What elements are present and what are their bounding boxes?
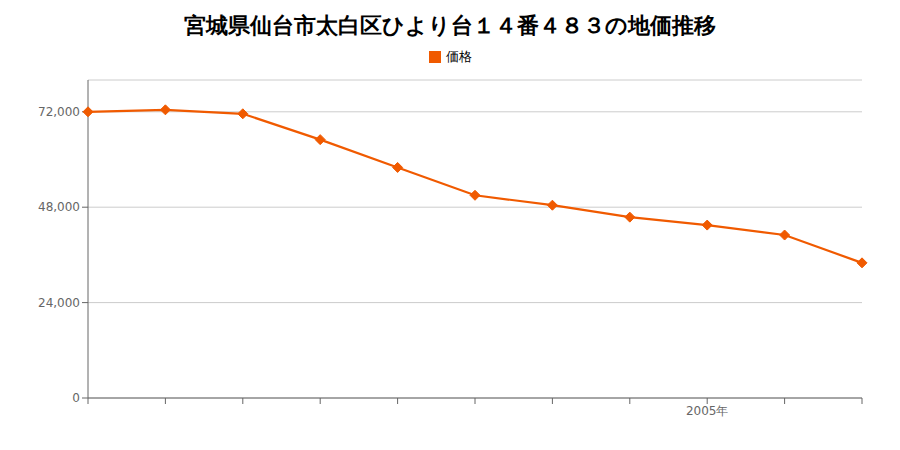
html-text:宮城県仙台市太白区ひより台１４番４８３の地価推移: 宮城県仙台市太白区ひより台１４番４８３の地価推移 [184, 13, 716, 38]
svg-text:72,000: 72,000 [38, 105, 80, 119]
svg-text:24,000: 24,000 [38, 296, 80, 310]
html-text:価格: 価格 [445, 49, 472, 64]
svg-text:2005年: 2005年 [686, 404, 729, 418]
svg-text:0: 0 [72, 391, 80, 405]
svg-text:48,000: 48,000 [38, 200, 80, 214]
